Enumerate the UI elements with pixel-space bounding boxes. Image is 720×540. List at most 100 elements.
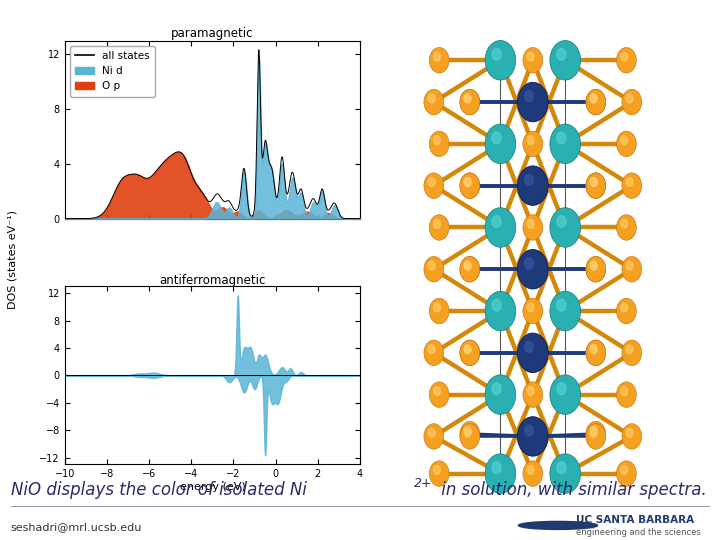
Circle shape bbox=[622, 89, 642, 115]
Title: antiferromagnetic: antiferromagnetic bbox=[159, 274, 266, 287]
Circle shape bbox=[433, 303, 441, 312]
Circle shape bbox=[464, 345, 471, 354]
Circle shape bbox=[557, 299, 566, 311]
Circle shape bbox=[460, 89, 480, 115]
Circle shape bbox=[586, 89, 606, 115]
Circle shape bbox=[557, 215, 566, 227]
Circle shape bbox=[590, 426, 597, 435]
Circle shape bbox=[464, 428, 471, 437]
Circle shape bbox=[523, 382, 543, 407]
Circle shape bbox=[621, 52, 628, 61]
Circle shape bbox=[550, 124, 580, 164]
Circle shape bbox=[550, 454, 580, 494]
Circle shape bbox=[523, 48, 543, 73]
Circle shape bbox=[622, 256, 642, 282]
Circle shape bbox=[616, 48, 636, 73]
Circle shape bbox=[550, 40, 580, 80]
Circle shape bbox=[622, 424, 642, 449]
Circle shape bbox=[523, 461, 543, 487]
Circle shape bbox=[590, 428, 597, 437]
Circle shape bbox=[485, 375, 516, 414]
Circle shape bbox=[616, 382, 636, 407]
Circle shape bbox=[433, 465, 441, 475]
Circle shape bbox=[550, 375, 580, 414]
Circle shape bbox=[460, 173, 480, 198]
Circle shape bbox=[527, 303, 534, 312]
Circle shape bbox=[525, 258, 534, 269]
Circle shape bbox=[424, 89, 444, 115]
Circle shape bbox=[590, 178, 597, 186]
Circle shape bbox=[586, 89, 606, 115]
Circle shape bbox=[586, 256, 606, 282]
Circle shape bbox=[428, 178, 435, 186]
Circle shape bbox=[460, 340, 480, 366]
Text: UC SANTA BARBARA: UC SANTA BARBARA bbox=[576, 515, 694, 524]
Circle shape bbox=[460, 256, 480, 282]
Circle shape bbox=[492, 383, 501, 395]
Circle shape bbox=[518, 333, 548, 373]
Circle shape bbox=[527, 136, 534, 145]
Circle shape bbox=[621, 219, 628, 228]
X-axis label: energy (eV): energy (eV) bbox=[179, 482, 246, 492]
Circle shape bbox=[626, 428, 633, 437]
Circle shape bbox=[460, 256, 480, 282]
Circle shape bbox=[429, 215, 449, 240]
Circle shape bbox=[492, 462, 501, 474]
Circle shape bbox=[626, 178, 633, 186]
Circle shape bbox=[428, 428, 435, 437]
Circle shape bbox=[626, 345, 633, 354]
Text: 2+: 2+ bbox=[414, 477, 433, 490]
Circle shape bbox=[492, 299, 501, 311]
Circle shape bbox=[626, 261, 633, 270]
Circle shape bbox=[428, 345, 435, 354]
Circle shape bbox=[433, 136, 441, 145]
Circle shape bbox=[464, 94, 471, 103]
Circle shape bbox=[429, 461, 449, 487]
Circle shape bbox=[429, 298, 449, 324]
Circle shape bbox=[527, 387, 534, 395]
Legend: all states, Ni d, O p: all states, Ni d, O p bbox=[70, 46, 155, 97]
Circle shape bbox=[626, 94, 633, 103]
Circle shape bbox=[485, 454, 516, 494]
Circle shape bbox=[586, 421, 606, 447]
Circle shape bbox=[464, 345, 471, 354]
Circle shape bbox=[464, 261, 471, 270]
Circle shape bbox=[622, 173, 642, 198]
Circle shape bbox=[590, 345, 597, 354]
Circle shape bbox=[460, 340, 480, 366]
Circle shape bbox=[616, 461, 636, 487]
Circle shape bbox=[586, 340, 606, 366]
Circle shape bbox=[550, 208, 580, 247]
Text: in solution, with similar spectra.: in solution, with similar spectra. bbox=[436, 482, 706, 500]
Circle shape bbox=[525, 174, 534, 185]
Circle shape bbox=[621, 465, 628, 475]
Circle shape bbox=[429, 131, 449, 157]
Circle shape bbox=[492, 132, 501, 144]
Circle shape bbox=[433, 52, 441, 61]
Circle shape bbox=[518, 166, 548, 205]
Circle shape bbox=[590, 345, 597, 354]
Circle shape bbox=[424, 173, 444, 198]
Circle shape bbox=[523, 298, 543, 324]
Circle shape bbox=[460, 89, 480, 115]
Circle shape bbox=[523, 131, 543, 157]
Circle shape bbox=[590, 178, 597, 186]
Text: NiO displays the color of isolated Ni: NiO displays the color of isolated Ni bbox=[11, 482, 307, 500]
Circle shape bbox=[433, 387, 441, 395]
Circle shape bbox=[464, 94, 471, 103]
Circle shape bbox=[622, 340, 642, 366]
Circle shape bbox=[460, 173, 480, 198]
Text: Correlations and the Hubbard model: NiO: Correlations and the Hubbard model: NiO bbox=[9, 10, 382, 28]
Circle shape bbox=[525, 341, 534, 353]
Circle shape bbox=[518, 249, 548, 289]
Circle shape bbox=[527, 52, 534, 61]
Circle shape bbox=[590, 94, 597, 103]
Circle shape bbox=[485, 291, 516, 331]
Circle shape bbox=[485, 40, 516, 80]
Circle shape bbox=[586, 256, 606, 282]
Circle shape bbox=[616, 131, 636, 157]
Circle shape bbox=[492, 49, 501, 60]
Circle shape bbox=[433, 219, 441, 228]
Circle shape bbox=[518, 82, 548, 122]
Circle shape bbox=[464, 178, 471, 186]
